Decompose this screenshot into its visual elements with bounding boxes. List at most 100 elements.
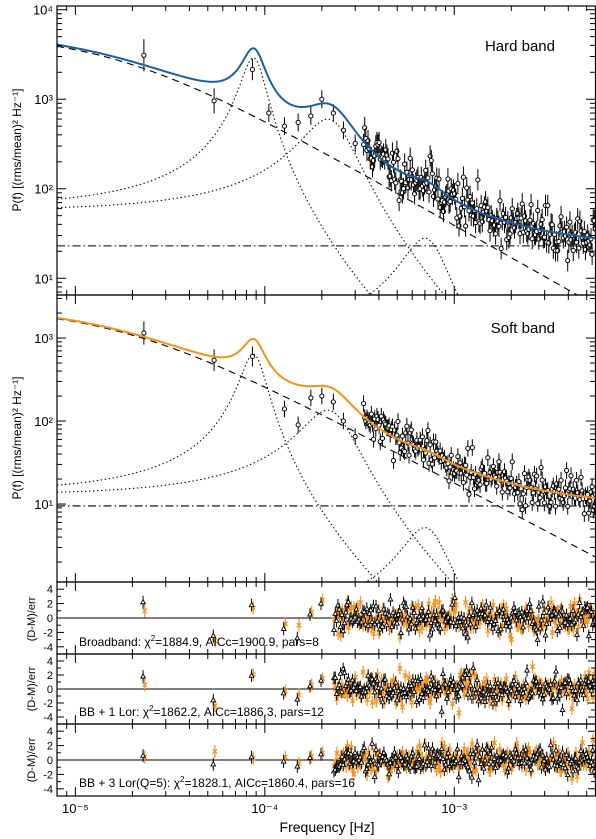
hard-residual-point (365, 672, 372, 678)
soft-residual-point (334, 750, 340, 756)
model-component-broken-powerlaw-0 (57, 318, 596, 558)
data-point (565, 257, 571, 264)
data-point (446, 478, 452, 484)
data-point (211, 357, 217, 363)
soft-residual-point (415, 603, 421, 609)
hard-residual-point (537, 624, 544, 631)
hard-residual-point (559, 706, 566, 712)
soft-residual-point (527, 749, 533, 756)
hard-residual-point (426, 683, 433, 690)
data-point (436, 176, 442, 182)
data-point (385, 156, 391, 162)
hard-residual-point (454, 745, 461, 752)
hard-residual-point (517, 697, 524, 704)
soft-residual-point (466, 605, 473, 612)
hard-residual-point (378, 685, 385, 691)
soft-residual-point (369, 699, 375, 706)
plot-area (57, 39, 596, 295)
data-point (352, 433, 358, 440)
residual-1-annotation: Broadband: χ2=1884.9, AICc=1900.9, pars=… (79, 634, 319, 649)
hard-residual-point (535, 689, 542, 695)
y-tick-label: 10² (34, 414, 53, 429)
data-point (564, 467, 570, 474)
data-point (340, 127, 347, 133)
data-point (437, 448, 443, 454)
hard-residual-point (403, 693, 410, 700)
model-component-lorentzian-3 (365, 527, 460, 582)
hard-residual-point (338, 753, 345, 759)
data-point (370, 436, 377, 442)
soft-residual-point (142, 608, 148, 614)
soft-residual-point (399, 704, 406, 710)
hard-residual-point (537, 682, 544, 688)
soft-residual-point (585, 696, 591, 702)
hard-residual-point (541, 609, 548, 615)
hard-residual-point (438, 708, 445, 714)
hard-residual-point (485, 615, 493, 621)
hard-residual-point (573, 696, 581, 703)
data-point (141, 52, 147, 58)
soft-residual-point (461, 746, 467, 752)
data-point (390, 159, 397, 165)
hard-residual-point (210, 760, 217, 767)
hard-residual-point (411, 609, 418, 615)
hard-residual-point (426, 754, 433, 760)
hard-residual-point (572, 616, 579, 622)
hard-residual-point (361, 608, 368, 615)
hard-residual-point (396, 607, 403, 614)
hard-residual-point (485, 760, 493, 767)
hard-residual-point (367, 606, 374, 613)
data-point (360, 400, 367, 407)
data-point (469, 200, 475, 206)
data-point (552, 503, 559, 509)
hard-residual-point (372, 746, 380, 752)
data-point (477, 482, 483, 488)
soft-residual-point (427, 700, 433, 706)
hard-residual-point (577, 747, 584, 754)
hard-residual-point (210, 632, 217, 639)
hard-residual-point (442, 681, 449, 687)
data-point (581, 228, 587, 235)
data-point (431, 455, 438, 461)
data-point (509, 206, 515, 212)
hard-residual-point (393, 696, 401, 703)
data-point (568, 473, 574, 479)
data-point (502, 214, 509, 221)
data-point (518, 486, 524, 492)
hard-residual-point (294, 695, 301, 702)
hard-residual-point (487, 682, 494, 689)
soft-residual-point (508, 636, 515, 642)
y-tick-label: 10⁴ (33, 3, 53, 18)
soft-residual-point (142, 682, 148, 688)
data-point (249, 66, 255, 73)
data-point (517, 501, 523, 507)
hard-residual-point (471, 759, 478, 765)
hard-residual-point (475, 776, 482, 783)
hard-residual-point (546, 608, 553, 615)
hard-residual-point (546, 763, 553, 770)
data-point (428, 157, 434, 164)
soft-residual-point (486, 698, 492, 704)
model-component-lorentzian-2 (57, 409, 453, 582)
hard-residual-point (483, 601, 490, 608)
hard-residual-point (345, 598, 352, 605)
hard-residual-point (580, 622, 587, 628)
data-point (464, 185, 470, 191)
data-point (485, 455, 491, 461)
hard-residual-point (445, 688, 452, 694)
hard-residual-point (552, 667, 560, 674)
hard-residual-point (140, 752, 147, 758)
hard-residual-point (493, 696, 500, 702)
y-tick-label: 2 (47, 670, 53, 682)
residual-2-annotation: BB + 1 Lor: χ2=1862.2, AICc=1886.3, pars… (79, 704, 324, 719)
data-point (507, 231, 513, 237)
y-tick-label: 2 (47, 599, 53, 611)
hard-residual-point (585, 632, 592, 639)
hard-residual-point (140, 598, 147, 605)
y-tick-label: -4 (43, 642, 53, 654)
soft-residual-point (406, 675, 412, 681)
soft-residual-point (549, 629, 555, 636)
soft-residual-point (575, 624, 582, 630)
hard-residual-point (428, 762, 435, 768)
